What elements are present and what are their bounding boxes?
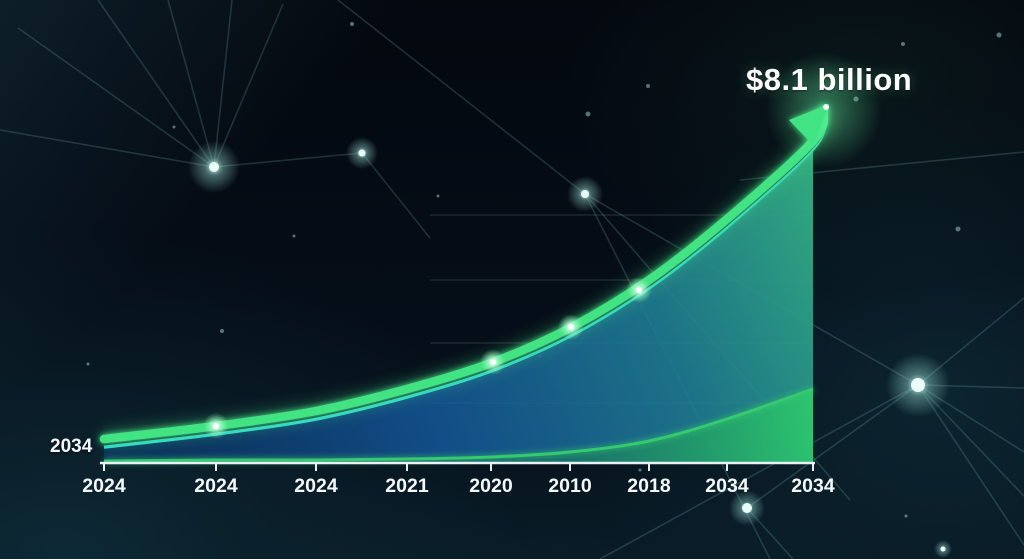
curve-glow-dot-core — [490, 359, 496, 365]
network-edge — [213, 0, 233, 168]
network-edge — [97, 0, 215, 168]
x-tick-label: 2018 — [627, 475, 671, 497]
network-edge — [0, 129, 215, 168]
network-dot — [436, 194, 440, 198]
secondary-line — [103, 387, 814, 463]
value-callout: $8.1 billion — [746, 62, 913, 97]
curve-glow-dot-core — [636, 287, 642, 293]
network-node — [358, 149, 366, 157]
network-dot — [901, 42, 905, 46]
network-dot — [292, 234, 296, 238]
x-tick-label: 2034 — [791, 475, 835, 497]
area-chart — [99, 52, 882, 463]
x-tick-label: 2010 — [548, 475, 592, 497]
network-edge — [746, 384, 919, 509]
network-node — [911, 378, 925, 392]
y-axis-label: 2034 — [50, 436, 93, 457]
x-axis: 2024 2024 2024 2021 2020 2010 2018 2034 2034 — [82, 461, 835, 497]
main-line — [99, 105, 829, 444]
x-tick-label: 2024 — [194, 475, 238, 497]
network-dot — [86, 362, 90, 366]
network-node — [581, 190, 589, 198]
network-dot — [955, 226, 961, 232]
network-dot — [904, 514, 908, 518]
network-dot — [585, 111, 591, 117]
x-tick-label: 2024 — [82, 475, 126, 497]
network-edge — [361, 152, 431, 239]
network-dot — [638, 468, 642, 472]
network-dot — [996, 32, 1002, 38]
x-tick-label: 2034 — [705, 475, 749, 497]
curve-glow-dot-core — [568, 324, 574, 330]
network-dot — [220, 329, 224, 333]
network-edge — [337, 0, 586, 195]
x-tick-label: 2020 — [469, 475, 513, 497]
network-edge — [213, 3, 284, 168]
network-dot — [350, 22, 354, 26]
network-edge — [599, 384, 919, 559]
network-node — [940, 546, 946, 552]
arrow-head-icon — [789, 104, 829, 145]
curve-glow-dot-core — [213, 423, 219, 429]
network-edge — [167, 0, 215, 168]
network-edge — [17, 27, 215, 168]
x-tick-label: 2021 — [385, 475, 429, 497]
network-node — [209, 162, 219, 172]
main-area — [104, 141, 813, 463]
network-dot — [646, 84, 650, 88]
network-dot — [172, 125, 176, 129]
x-tick-label: 2024 — [294, 475, 338, 497]
arrow-tip-glint — [823, 104, 829, 110]
network-node — [742, 503, 752, 513]
